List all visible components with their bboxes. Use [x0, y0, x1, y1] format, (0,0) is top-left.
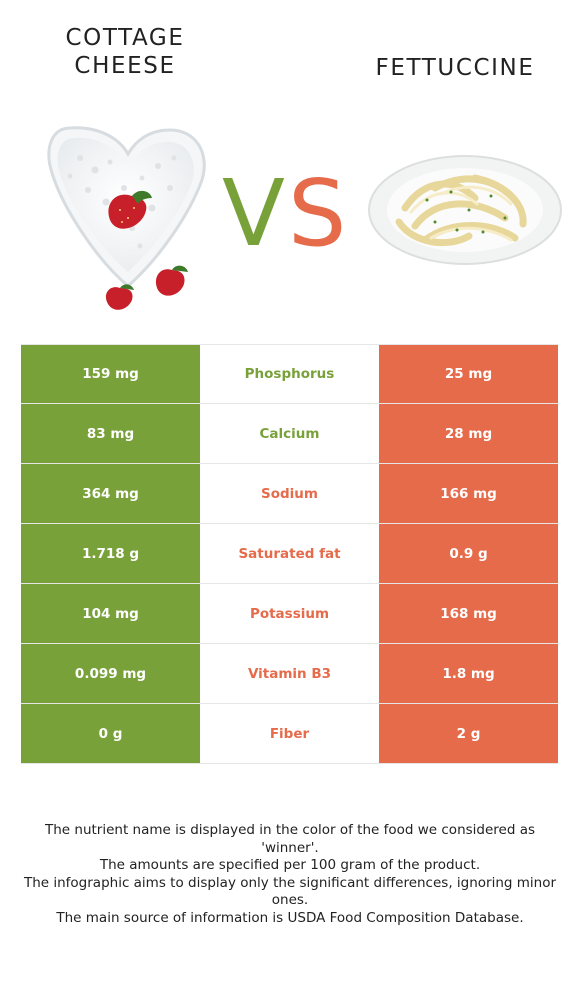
left-food-value: 83 mg	[21, 404, 200, 463]
table-row: 364 mg Sodium 166 mg	[21, 464, 558, 524]
nutrient-name: Vitamin B3	[200, 644, 379, 703]
footnote-line: The infographic aims to display only the…	[23, 874, 557, 909]
right-food-title: FETTUCCINE	[375, 55, 535, 81]
right-food-value: 0.9 g	[379, 524, 558, 583]
left-food-value: 364 mg	[21, 464, 200, 523]
left-food-title: COTTAGE CHEESE	[40, 24, 210, 80]
left-food-value: 104 mg	[21, 584, 200, 643]
right-food-value: 166 mg	[379, 464, 558, 523]
table-row: 159 mg Phosphorus 25 mg	[21, 344, 558, 404]
right-food-value: 28 mg	[379, 404, 558, 463]
nutrient-name: Calcium	[200, 404, 379, 463]
footnote-line: The amounts are specified per 100 gram o…	[99, 857, 481, 873]
table-row: 0 g Fiber 2 g	[21, 704, 558, 764]
table-row: 83 mg Calcium 28 mg	[21, 404, 558, 464]
footnote-line: The main source of information is USDA F…	[56, 909, 524, 926]
left-food-value: 0 g	[21, 704, 200, 763]
table-row: 0.099 mg Vitamin B3 1.8 mg	[21, 644, 558, 704]
left-food-value: 1.718 g	[21, 524, 200, 583]
nutrient-name: Saturated fat	[200, 524, 379, 583]
left-food-title-line1: COTTAGE	[65, 25, 185, 51]
vs-s-letter: S	[288, 165, 346, 260]
left-food-value: 159 mg	[21, 345, 200, 403]
comparison-table: 159 mg Phosphorus 25 mg 83 mg Calcium 28 mg 36…	[21, 344, 558, 764]
nutrient-name: Phosphorus	[200, 345, 379, 403]
nutrient-name: Potassium	[200, 584, 379, 643]
vs-v-letter: V	[222, 165, 285, 260]
table-row: 1.718 g Saturated fat 0.9 g	[21, 524, 558, 584]
nutrient-name: Sodium	[200, 464, 379, 523]
vs-label: V S VS	[222, 160, 353, 267]
table-row: 104 mg Potassium 168 mg	[21, 584, 558, 644]
left-food-title-line2: CHEESE	[74, 53, 176, 79]
right-food-value: 1.8 mg	[379, 644, 558, 703]
cottage-cheese-heart-bowl-icon	[40, 118, 210, 318]
right-food-value: 2 g	[379, 704, 558, 763]
footnotes: The nutrient name is displayed in the co…	[20, 822, 560, 927]
left-food-value: 0.099 mg	[21, 644, 200, 703]
right-food-value: 25 mg	[379, 345, 558, 403]
vs-text: VS	[352, 165, 353, 166]
right-food-value: 168 mg	[379, 584, 558, 643]
nutrient-name: Fiber	[200, 704, 379, 763]
footnote-line: The nutrient name is displayed in the co…	[44, 822, 536, 856]
fettuccine-plate-icon	[365, 148, 565, 268]
